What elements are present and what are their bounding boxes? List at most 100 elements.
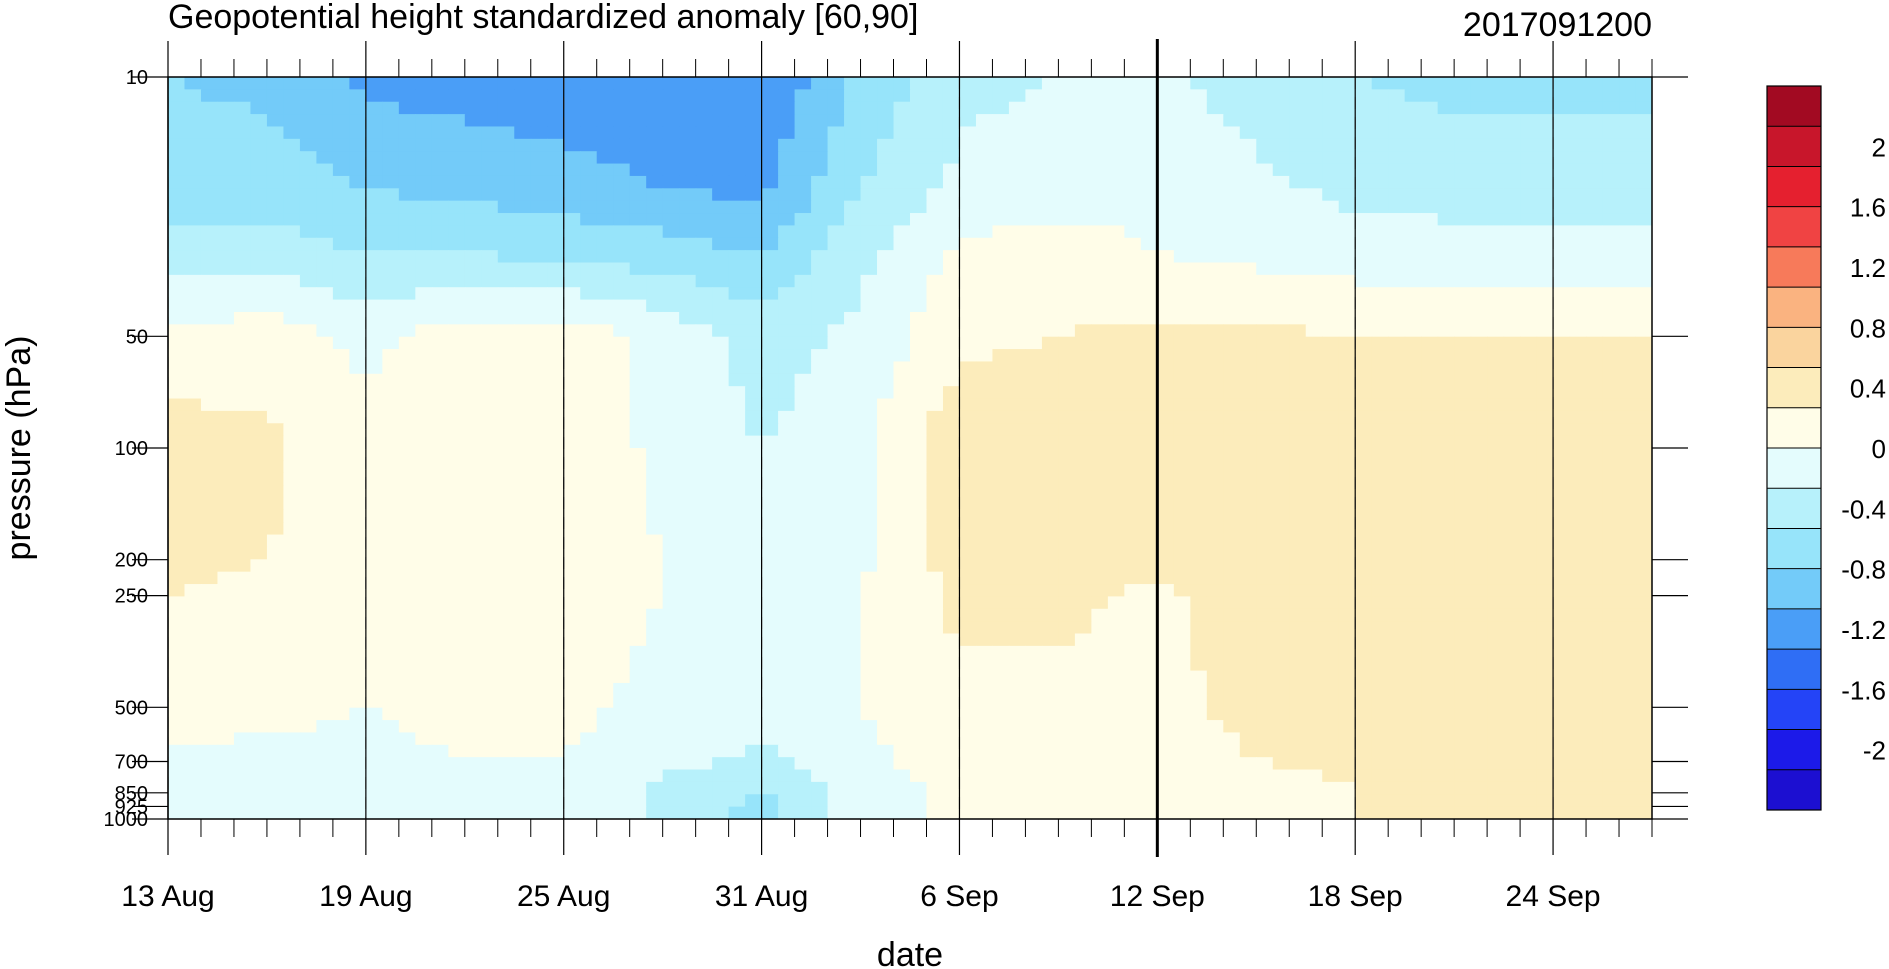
contour-cell xyxy=(646,559,664,573)
contour-cell xyxy=(1025,559,1043,573)
contour-cell xyxy=(942,336,961,350)
contour-cell xyxy=(975,200,994,214)
contour-cell xyxy=(1239,645,1257,659)
contour-cell xyxy=(761,707,779,721)
contour-cell xyxy=(1157,151,1175,165)
contour-cell xyxy=(464,695,482,709)
contour-cell xyxy=(942,225,961,239)
contour-cell xyxy=(547,398,565,412)
contour-cell xyxy=(1008,101,1027,115)
contour-cell xyxy=(662,596,680,610)
contour-cell xyxy=(679,485,697,499)
contour-cell xyxy=(1536,287,1554,301)
contour-cell xyxy=(1520,707,1538,721)
contour-cell xyxy=(1107,509,1125,523)
contour-cell xyxy=(893,448,911,461)
contour-cell xyxy=(1470,423,1488,437)
contour-cell xyxy=(497,571,515,585)
contour-cell xyxy=(1239,472,1257,486)
contour-cell xyxy=(168,621,186,635)
contour-cell xyxy=(1520,596,1538,610)
contour-cell xyxy=(1454,608,1472,622)
contour-cell xyxy=(1173,336,1191,350)
contour-cell xyxy=(217,720,235,734)
contour-cell xyxy=(217,77,235,90)
contour-cell xyxy=(184,633,202,647)
contour-cell xyxy=(662,151,680,165)
contour-cell xyxy=(712,410,730,424)
contour-cell xyxy=(1223,250,1241,264)
contour-cell xyxy=(1371,423,1389,437)
contour-cell xyxy=(580,262,598,276)
contour-cell xyxy=(514,658,532,672)
contour-cell xyxy=(1569,744,1587,758)
contour-cell xyxy=(382,311,400,325)
contour-cell xyxy=(563,386,581,400)
contour-cell xyxy=(778,571,796,585)
contour-cell xyxy=(1454,707,1472,721)
contour-cell xyxy=(910,77,928,90)
contour-cell xyxy=(365,126,383,140)
contour-cell xyxy=(646,584,664,597)
contour-cell xyxy=(1272,336,1290,350)
contour-cell xyxy=(497,448,515,461)
contour-cell xyxy=(1173,274,1191,288)
contour-cell xyxy=(1586,571,1604,585)
contour-cell xyxy=(1091,213,1109,226)
contour-cell xyxy=(1173,188,1191,202)
contour-cell xyxy=(580,546,598,560)
contour-cell xyxy=(778,225,796,239)
contour-cell xyxy=(827,658,845,672)
contour-cell xyxy=(1074,163,1092,177)
contour-cell xyxy=(1437,472,1455,486)
contour-cell xyxy=(1157,237,1175,251)
contour-cell xyxy=(646,596,664,610)
contour-cell xyxy=(1520,682,1538,696)
contour-cell xyxy=(893,324,911,338)
contour-cell xyxy=(778,262,796,276)
contour-cell xyxy=(283,448,301,461)
contour-cell xyxy=(1454,373,1472,387)
contour-cell xyxy=(860,460,878,474)
contour-cell xyxy=(1223,361,1241,375)
contour-cell xyxy=(1322,670,1340,684)
contour-cell xyxy=(1454,114,1472,128)
contour-cell xyxy=(942,126,961,140)
contour-cell xyxy=(1602,485,1620,499)
contour-cell xyxy=(646,398,664,412)
contour-cell xyxy=(1520,621,1538,635)
contour-cell xyxy=(481,361,499,375)
contour-cell xyxy=(1305,188,1323,202)
contour-cell xyxy=(415,509,433,523)
contour-cell xyxy=(926,101,944,115)
contour-cell xyxy=(1569,349,1587,363)
contour-cell xyxy=(1454,534,1472,548)
contour-cell xyxy=(1569,225,1587,239)
contour-cell xyxy=(728,225,746,239)
contour-cell xyxy=(975,386,994,400)
contour-cell xyxy=(811,448,829,461)
contour-cell xyxy=(794,114,812,128)
contour-cell xyxy=(728,584,746,597)
contour-cell xyxy=(1520,250,1538,264)
contour-cell xyxy=(1454,732,1472,746)
contour-cell xyxy=(497,200,515,214)
contour-cell xyxy=(184,336,202,350)
contour-cell xyxy=(1322,410,1340,424)
contour-cell xyxy=(679,237,697,251)
contour-cell xyxy=(1206,682,1224,696)
contour-cell xyxy=(926,707,944,721)
contour-cell xyxy=(1008,114,1027,128)
contour-cell xyxy=(877,448,895,461)
contour-cell xyxy=(596,77,614,90)
contour-cell xyxy=(745,757,763,771)
contour-cell xyxy=(415,621,433,635)
contour-cell xyxy=(1536,608,1554,622)
contour-cell xyxy=(1008,720,1027,734)
contour-cell xyxy=(1008,707,1027,721)
contour-cell xyxy=(893,274,911,288)
contour-cell xyxy=(1454,448,1472,461)
contour-cell xyxy=(975,596,994,610)
contour-cell xyxy=(1008,497,1027,511)
contour-cell xyxy=(1602,744,1620,758)
